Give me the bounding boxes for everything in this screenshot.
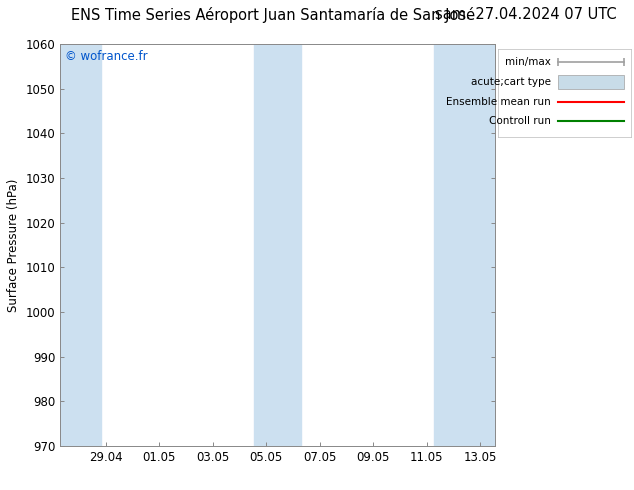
Text: ENS Time Series Aéroport Juan Santamaría de San José: ENS Time Series Aéroport Juan Santamaría…	[70, 7, 475, 24]
Bar	[254, 44, 301, 446]
Text: min/max: min/max	[505, 57, 551, 67]
Text: © wofrance.fr: © wofrance.fr	[65, 50, 147, 63]
FancyBboxPatch shape	[558, 74, 624, 89]
Text: acute;cart type: acute;cart type	[471, 76, 551, 87]
Text: Ensemble mean run: Ensemble mean run	[446, 97, 551, 107]
Bar	[60, 44, 101, 446]
Text: sam. 27.04.2024 07 UTC: sam. 27.04.2024 07 UTC	[436, 7, 617, 23]
Bar	[434, 44, 495, 446]
Y-axis label: Surface Pressure (hPa): Surface Pressure (hPa)	[7, 178, 20, 312]
Text: Controll run: Controll run	[489, 116, 551, 126]
